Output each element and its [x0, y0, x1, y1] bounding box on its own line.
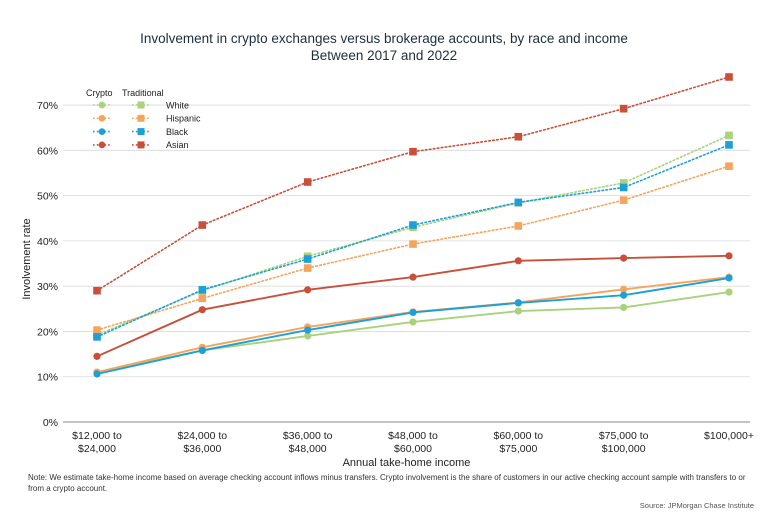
traditional-black-point	[725, 141, 733, 149]
crypto-black-point	[409, 308, 417, 317]
y-tick-label: 50%	[37, 191, 58, 203]
traditional-hispanic-point	[93, 326, 101, 334]
y-tick-label: 10%	[37, 372, 58, 384]
crypto-black-point	[93, 370, 101, 378]
line-chart: 0% 10% 20% 30% 40% 50% 60% 70% $12,000 to $24,000…	[21, 73, 754, 469]
legend-traditional-asian-marker	[137, 141, 145, 149]
y-tick-label: 0%	[43, 417, 58, 429]
crypto-asian-point	[514, 257, 522, 265]
legend-traditional-hispanic-marker	[137, 114, 145, 122]
crypto-black-point	[514, 299, 522, 307]
chart-note: Note: We estimate take-home income based…	[28, 473, 746, 493]
traditional-white-point	[725, 131, 733, 140]
crypto-asian-point	[620, 254, 628, 262]
legend-crypto-white-marker	[98, 101, 106, 109]
traditional-black-point	[514, 198, 523, 207]
traditional-hispanic-point	[198, 294, 207, 303]
traditional-black-point	[198, 285, 207, 294]
traditional-black-point	[93, 333, 101, 341]
crypto-white-point	[409, 318, 417, 326]
traditional-asian-point	[93, 286, 101, 295]
traditional-asian-point	[514, 132, 523, 141]
traditional-asian-point	[409, 147, 417, 156]
x-tick-label: $100,000+	[704, 430, 754, 442]
traditional-hispanic-point	[514, 222, 523, 230]
y-tick-label: 20%	[37, 326, 58, 338]
legend-label-asian: Asian	[166, 140, 189, 150]
legend-label-black: Black	[166, 127, 189, 137]
legend-traditional-black-marker	[137, 128, 145, 136]
crypto-white-line	[96, 291, 730, 374]
legend-traditional-white-marker	[137, 101, 145, 109]
crypto-black-point	[620, 291, 628, 299]
x-tick-label: $12,000 to $24,000	[72, 430, 122, 455]
crypto-black-line	[96, 277, 730, 375]
traditional-asian-point	[725, 73, 733, 81]
y-tick-label: 70%	[37, 100, 58, 112]
x-axis-label: Annual take-home income	[343, 457, 471, 469]
crypto-white-point	[514, 307, 522, 315]
crypto-white-point	[620, 303, 628, 312]
y-tick-label: 60%	[37, 145, 58, 157]
crypto-asian-point	[93, 352, 101, 360]
chart-title: Involvement in crypto exchanges versus b…	[140, 31, 628, 46]
traditional-asian-point	[619, 104, 628, 113]
traditional-white-point	[619, 179, 628, 187]
traditional-black-point	[303, 255, 312, 263]
chart-source: Source: JPMorgan Chase Institute	[639, 501, 754, 510]
crypto-hispanic-point	[620, 285, 628, 293]
crypto-asian-point	[725, 252, 733, 260]
legend-header-traditional: Traditional	[122, 88, 164, 98]
legend-label-hispanic: Hispanic	[166, 114, 201, 124]
x-tick-label: $24,000 to $36,000	[178, 430, 228, 455]
traditional-hispanic-point	[409, 240, 417, 248]
traditional-hispanic-point	[303, 264, 312, 272]
crypto-white-point	[725, 288, 733, 296]
y-axis-label: Involvement rate	[21, 218, 33, 299]
traditional-black-point	[409, 221, 417, 229]
legend-header-crypto: Crypto	[86, 88, 113, 98]
crypto-black-point	[304, 326, 312, 334]
crypto-asian-point	[304, 286, 312, 294]
legend-label-white: White	[166, 100, 189, 110]
traditional-asian-point	[303, 178, 312, 186]
x-tick-label: $75,000 to $100,000	[599, 430, 649, 455]
legend-crypto-hispanic-marker	[98, 114, 106, 122]
traditional-hispanic-point	[725, 162, 733, 170]
x-tick-label: $60,000 to $75,000	[494, 430, 544, 455]
y-tick-label: 40%	[37, 236, 58, 248]
traditional-hispanic-point	[619, 196, 628, 204]
legend-crypto-black-marker	[98, 128, 106, 136]
crypto-asian-point	[198, 306, 206, 314]
crypto-black-point	[725, 274, 733, 282]
legend-crypto-asian-marker	[98, 141, 106, 149]
traditional-asian-point	[198, 221, 207, 229]
x-tick-label: $36,000 to $48,000	[283, 430, 333, 455]
crypto-asian-point	[409, 273, 417, 281]
chart-subtitle: Between 2017 and 2022	[310, 48, 458, 63]
y-tick-label: 30%	[37, 281, 58, 293]
crypto-black-point	[198, 346, 206, 355]
traditional-black-point	[619, 183, 628, 192]
crypto-white-point	[304, 332, 312, 340]
x-tick-label: $48,000 to $60,000	[388, 430, 438, 455]
